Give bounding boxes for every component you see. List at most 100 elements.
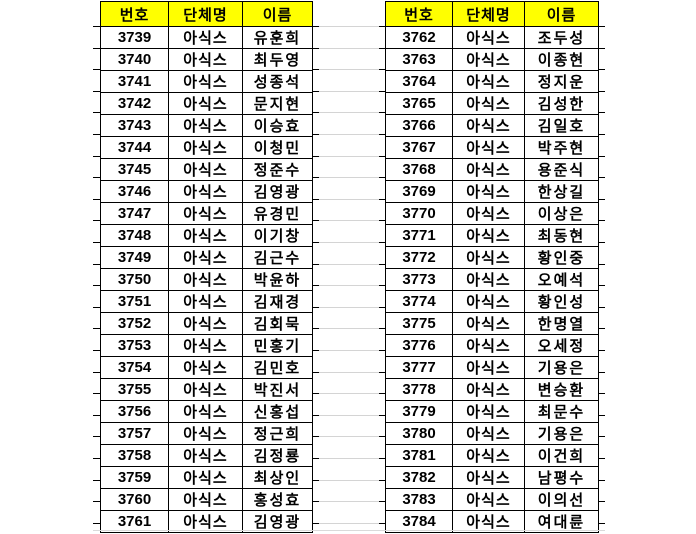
cell-name: 성종석 <box>242 70 313 93</box>
gridline <box>598 501 605 502</box>
cell-org: 아식스 <box>168 290 243 313</box>
cell-name: 정지운 <box>524 70 599 93</box>
cell-org: 아식스 <box>168 466 243 489</box>
cell-number: 3774 <box>385 290 453 313</box>
cell-org: 아식스 <box>168 158 243 181</box>
cell-number: 3768 <box>385 158 453 181</box>
header-row: 번호 단체명 이름 <box>385 1 599 27</box>
cell-name: 문지현 <box>242 92 313 115</box>
cell-name: 김민호 <box>242 356 313 379</box>
cell-number: 3759 <box>100 466 169 489</box>
table-row: 3755 아식스 박진서 <box>100 378 313 401</box>
table-row: 3740 아식스 최두영 <box>100 48 313 71</box>
cell-name: 오예석 <box>524 268 599 291</box>
cell-name: 오세정 <box>524 334 599 357</box>
table-row: 3780 아식스 기용은 <box>385 422 599 445</box>
cell-number: 3748 <box>100 224 169 247</box>
col-header-name: 이름 <box>242 1 313 27</box>
cell-number: 3739 <box>100 26 169 49</box>
table-row: 3762 아식스 조두성 <box>385 26 599 49</box>
gridline <box>313 328 385 329</box>
gridline <box>93 156 100 157</box>
cell-number: 3764 <box>385 70 453 93</box>
gridline <box>93 242 100 243</box>
cell-number: 3782 <box>385 466 453 489</box>
cell-number: 3742 <box>100 92 169 115</box>
gridline <box>313 501 385 502</box>
gridline <box>93 393 100 394</box>
cell-number: 3777 <box>385 356 453 379</box>
cell-name: 최두영 <box>242 48 313 71</box>
cell-name: 정근희 <box>242 422 313 445</box>
table-row: 3748 아식스 이기창 <box>100 224 313 247</box>
cell-number: 3752 <box>100 312 169 335</box>
table-row: 3745 아식스 정준수 <box>100 158 313 181</box>
table-row: 3761 아식스 김영광 <box>100 510 313 533</box>
cell-org: 아식스 <box>452 290 525 313</box>
gridline <box>93 48 100 49</box>
gridline <box>313 264 385 265</box>
col-header-org: 단체명 <box>168 1 243 27</box>
gridline <box>313 242 385 243</box>
cell-name: 변승환 <box>524 378 599 401</box>
cell-number: 3747 <box>100 202 169 225</box>
cell-org: 아식스 <box>168 26 243 49</box>
gridline <box>598 26 605 27</box>
cell-org: 아식스 <box>452 136 525 159</box>
gridline <box>93 523 100 524</box>
table-row: 3742 아식스 문지현 <box>100 92 313 115</box>
cell-org: 아식스 <box>452 466 525 489</box>
cell-name: 남평수 <box>524 466 599 489</box>
table-row: 3770 아식스 이상은 <box>385 202 599 225</box>
gridline <box>598 134 605 135</box>
cell-org: 아식스 <box>168 246 243 269</box>
gridline <box>598 415 605 416</box>
table-row: 3773 아식스 오예석 <box>385 268 599 291</box>
gridline <box>598 523 605 524</box>
table-row: 3774 아식스 황인성 <box>385 290 599 313</box>
cell-name: 유경민 <box>242 202 313 225</box>
cell-number: 3758 <box>100 444 169 467</box>
cell-number: 3761 <box>100 510 169 533</box>
cell-name: 신홍섭 <box>242 400 313 423</box>
gridline <box>598 350 605 351</box>
cell-org: 아식스 <box>168 92 243 115</box>
gridline <box>93 199 100 200</box>
cell-org: 아식스 <box>452 510 525 533</box>
gridline <box>313 69 385 70</box>
cell-org: 아식스 <box>452 422 525 445</box>
gridline <box>93 264 100 265</box>
cell-org: 아식스 <box>168 48 243 71</box>
cell-number: 3765 <box>385 92 453 115</box>
table-row: 3756 아식스 신홍섭 <box>100 400 313 423</box>
gridline <box>598 242 605 243</box>
cell-name: 이승효 <box>242 114 313 137</box>
cell-org: 아식스 <box>452 114 525 137</box>
table-row: 3767 아식스 박주현 <box>385 136 599 159</box>
cell-org: 아식스 <box>168 268 243 291</box>
cell-number: 3778 <box>385 378 453 401</box>
cell-org: 아식스 <box>452 26 525 49</box>
table-row: 3784 아식스 여대륜 <box>385 510 599 533</box>
gridline <box>93 372 100 373</box>
gridline <box>313 436 385 437</box>
table-row: 3747 아식스 유경민 <box>100 202 313 225</box>
cell-name: 김회묵 <box>242 312 313 335</box>
cell-name: 박진서 <box>242 378 313 401</box>
cell-number: 3784 <box>385 510 453 533</box>
cell-name: 최동현 <box>524 224 599 247</box>
cell-org: 아식스 <box>452 158 525 181</box>
table-row: 3771 아식스 최동현 <box>385 224 599 247</box>
cell-name: 기용은 <box>524 356 599 379</box>
cell-number: 3751 <box>100 290 169 313</box>
col-header-name: 이름 <box>524 1 599 27</box>
cell-name: 홍성효 <box>242 488 313 511</box>
cell-org: 아식스 <box>452 180 525 203</box>
gridline <box>598 393 605 394</box>
cell-number: 3771 <box>385 224 453 247</box>
cell-number: 3757 <box>100 422 169 445</box>
cell-org: 아식스 <box>452 224 525 247</box>
table-row: 3739 아식스 유훈희 <box>100 26 313 49</box>
table-row: 3760 아식스 홍성효 <box>100 488 313 511</box>
cell-org: 아식스 <box>168 224 243 247</box>
